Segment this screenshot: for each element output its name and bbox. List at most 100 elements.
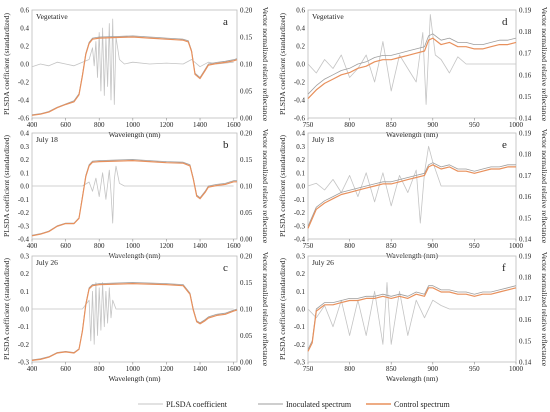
y2-tick-label: 0.14 xyxy=(519,115,532,123)
series-line-plsda xyxy=(307,145,516,224)
x-tick-label: 1000 xyxy=(509,365,524,373)
panel-c: 400 600 800 1000 1200 1400 1600 -0.3 -0.2 -0.1 0.0… xyxy=(2,252,270,383)
x-tick-label: 800 xyxy=(94,121,105,129)
y-tick-label: 0.3 xyxy=(20,253,29,261)
x-axis-label: Wavelength (nm) xyxy=(386,374,439,383)
y2-tick-label: 0.19 xyxy=(519,7,532,15)
series-line-ctrl xyxy=(307,287,517,352)
panel-date-label: July 18 xyxy=(36,135,58,144)
series-line-plsda xyxy=(307,282,516,345)
x-tick-label: 1000 xyxy=(126,242,141,250)
x-tick-label: 1000 xyxy=(126,121,141,129)
x-tick-label: 900 xyxy=(428,365,439,373)
y2-axis-label: Vector normalized relative reflectance xyxy=(540,252,549,367)
y2-tick-label: 0.15 xyxy=(519,93,532,101)
y2-tick-label: 0.05 xyxy=(240,332,253,340)
y2-tick-label: 0.18 xyxy=(519,274,532,282)
y-tick-label: 0.0 xyxy=(20,61,29,69)
x-tick-label: 400 xyxy=(27,121,38,129)
legend-label-inoculated: Inoculated spectrum xyxy=(286,400,352,409)
y2-tick-label: 0.20 xyxy=(240,130,253,138)
y-tick-label: -0.4 xyxy=(18,97,30,105)
x-tick-label: 1200 xyxy=(159,365,174,373)
y2-tick-label: 0.20 xyxy=(240,7,253,15)
y-tick-label: -0.2 xyxy=(18,209,30,217)
y-axis-label: PLSDA coefficient (standardized) xyxy=(2,135,11,237)
y-tick-label: 0.0 xyxy=(20,183,29,191)
y-tick-label: 0.1 xyxy=(296,169,305,177)
panel-d: 750 800 850 900 950 1000 -0.6 -0.4 -0.2 0.0 0.2 0.4… xyxy=(278,7,549,140)
y2-axis-label: Vector normalized relative reflectance xyxy=(261,7,270,122)
y2-tick-label: 0.15 xyxy=(240,279,253,287)
y-tick-label: 0.1 xyxy=(20,169,29,177)
series-line-inoc xyxy=(31,35,238,116)
x-tick-label: 950 xyxy=(469,365,480,373)
panel-date-label: July 26 xyxy=(312,258,334,267)
y2-axis-label: Vector normalized relative reflectance xyxy=(540,7,549,122)
y-tick-label: -0.3 xyxy=(294,222,306,230)
x-tick-label: 950 xyxy=(469,121,480,129)
y-tick-label: -0.4 xyxy=(294,236,306,244)
x-axis-label: Wavelength (nm) xyxy=(108,130,161,139)
panel-date-label: July 18 xyxy=(312,135,334,144)
y2-tick-label: 0.00 xyxy=(240,359,253,367)
y-tick-label: -0.1 xyxy=(294,196,306,204)
x-tick-label: 1000 xyxy=(509,242,524,250)
panel-date-label: July 26 xyxy=(36,258,58,267)
series-line-inoc xyxy=(31,282,238,361)
y-tick-label: 0.1 xyxy=(296,288,305,296)
series-line-plsda xyxy=(307,14,516,105)
x-tick-label: 1200 xyxy=(159,121,174,129)
y2-tick-label: 0.17 xyxy=(519,50,532,58)
series-line-inoc xyxy=(307,162,516,227)
y-tick-label: 0.6 xyxy=(296,7,305,15)
panel-letter: f xyxy=(502,262,506,274)
series-line-inoc xyxy=(307,285,517,350)
y2-tick-label: 0.19 xyxy=(519,130,532,138)
y2-tick-label: 0.18 xyxy=(519,151,532,159)
y-tick-label: 0.4 xyxy=(296,25,305,33)
y2-tick-label: 0.16 xyxy=(519,316,532,324)
series-line-ctrl xyxy=(31,36,238,116)
y2-tick-label: 0.14 xyxy=(519,359,532,367)
y-tick-label: 0.2 xyxy=(296,270,305,278)
y2-tick-label: 0.00 xyxy=(240,115,253,123)
y-tick-label: -0.2 xyxy=(294,209,306,217)
panel-date-label: Vegetative xyxy=(36,12,68,21)
y2-tick-label: 0.18 xyxy=(519,28,532,36)
y-tick-label: 0.4 xyxy=(20,130,29,138)
y2-tick-label: 0.17 xyxy=(519,295,532,303)
y2-axis-label: Vector normalized relative reflectance xyxy=(261,129,270,244)
x-axis-label: Wavelength (nm) xyxy=(108,374,161,383)
panel-letter: e xyxy=(502,139,507,151)
legend-label-plsda: PLSDA coefficient xyxy=(166,400,228,409)
series-line-ctrl xyxy=(31,283,238,361)
series-line-plsda xyxy=(31,18,234,105)
plot-frame xyxy=(31,9,238,119)
x-tick-label: 750 xyxy=(303,365,314,373)
y-tick-label: -0.6 xyxy=(294,115,306,123)
x-axis-label: Wavelength (nm) xyxy=(386,251,439,260)
x-tick-label: 400 xyxy=(27,365,38,373)
y-tick-label: -0.4 xyxy=(18,236,30,244)
x-tick-label: 1600 xyxy=(227,121,242,129)
y2-tick-label: 0.10 xyxy=(240,306,253,314)
y2-tick-label: 0.05 xyxy=(240,209,253,217)
y-tick-label: -0.2 xyxy=(18,341,30,349)
y-tick-label: -0.6 xyxy=(18,115,30,123)
x-tick-label: 1600 xyxy=(227,365,242,373)
panel-f: 750 800 850 900 950 1000 -0.3 -0.2 -0.1 0.0 0.1 0.2… xyxy=(278,252,549,383)
y2-axis-label: Vector normalized relative reflectance xyxy=(261,252,270,367)
y-tick-label: 0.1 xyxy=(20,288,29,296)
x-tick-label: 800 xyxy=(94,242,105,250)
series-line-ctrl xyxy=(307,164,516,229)
x-tick-label: 900 xyxy=(428,121,439,129)
y2-tick-label: 0.15 xyxy=(519,337,532,345)
x-tick-label: 900 xyxy=(428,242,439,250)
y-axis-label: PLSDA coefficient (standardized) xyxy=(278,258,287,360)
y2-tick-label: 0.00 xyxy=(240,236,253,244)
y-tick-label: 0.2 xyxy=(20,156,29,164)
x-tick-label: 1000 xyxy=(126,365,141,373)
x-tick-label: 800 xyxy=(344,121,355,129)
